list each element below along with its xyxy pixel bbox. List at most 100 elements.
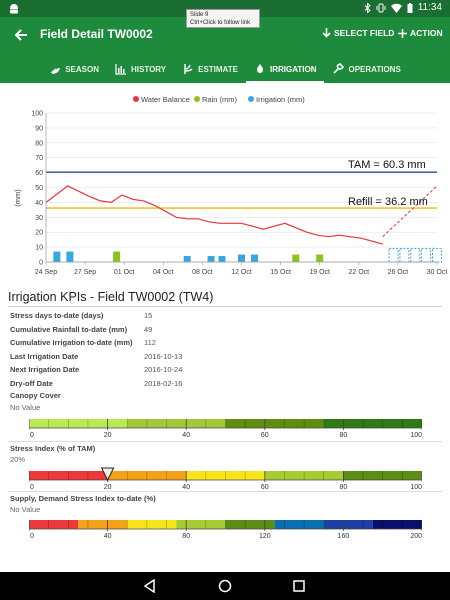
gauge-tick-label: 80: [340, 432, 348, 439]
kpi-value: 15: [144, 311, 153, 321]
kpi-label: Cumulative Irrigation to-date (mm): [10, 338, 133, 348]
android-icon: [10, 4, 18, 14]
legend-marker: [194, 96, 200, 102]
y-axis-label: (mm): [13, 189, 22, 207]
y-tick-label: 60: [35, 170, 43, 177]
divider: [8, 441, 442, 442]
kpi-value: 2016-10-13: [144, 351, 183, 361]
irrigation-bar: [238, 254, 245, 262]
x-tick-label: 12 Oct: [231, 269, 252, 276]
x-tick-label: 19 Oct: [309, 269, 330, 276]
water-balance-line: [45, 185, 383, 245]
vibrate-icon: [376, 3, 386, 12]
stress-index-label: Stress Index (% of TAM): [10, 444, 96, 453]
tab-operations-label: OPERATIONS: [348, 64, 401, 74]
chart-bars: [53, 248, 442, 263]
history-icon: [115, 64, 126, 75]
tab-operations[interactable]: OPERATIONS: [324, 55, 408, 83]
x-tick-label: 30 Oct: [427, 269, 448, 276]
x-tick-label: 08 Oct: [192, 269, 213, 276]
x-tick-label: 26 Oct: [388, 269, 409, 276]
supply-demand-value: No Value: [10, 505, 41, 514]
y-tick-label: 0: [39, 260, 43, 267]
tab-bar: SEASON HISTORY ESTIMATE IRRIGATION OPERA…: [0, 55, 450, 83]
stress-index-value: 20%: [10, 455, 26, 464]
forecast-irrigation-bar: [421, 248, 432, 263]
gauge-segment: [264, 471, 344, 480]
gauge-tick-label: 60: [261, 484, 269, 490]
kpi-label: Next Irrigation Date: [10, 365, 80, 375]
gauge-tick-label: 0: [30, 432, 34, 439]
gauge-tick-label: 40: [182, 484, 190, 490]
system-nav-bar: [0, 572, 450, 600]
kpi-value: 112: [144, 338, 156, 348]
tab-estimate[interactable]: ESTIMATE: [174, 55, 246, 83]
action-button[interactable]: ACTION: [398, 28, 443, 38]
x-tick-label: 24 Sep: [35, 269, 57, 276]
y-tick-label: 100: [31, 111, 43, 118]
tab-history[interactable]: HISTORY: [107, 55, 174, 83]
kpi-label: Dry-off Date: [10, 378, 53, 388]
rain-bar: [292, 254, 300, 262]
x-tick-label: 27 Sep: [74, 269, 96, 276]
divider: [8, 491, 442, 492]
irrigation-bar: [53, 251, 61, 262]
irrigation-bar: [251, 254, 259, 262]
gauge-segment: [127, 419, 226, 428]
kpi-label: Cumulative Rainfall to-date (mm): [10, 324, 128, 334]
tam-label: TAM = 60.3 mm: [348, 159, 426, 171]
kpi-title: Irrigation KPIs - Field TW0002 (TW4): [8, 290, 214, 304]
x-tick-label: 01 Oct: [114, 269, 135, 276]
gauge-tick-label: 60: [261, 432, 269, 439]
stress-index-gauge: 0 20 40 60 80 100: [29, 467, 422, 490]
y-tick-label: 90: [35, 125, 43, 132]
home-nav-icon[interactable]: [218, 579, 232, 593]
forecast-irrigation-bar: [410, 248, 421, 263]
gauge-tick-label: 20: [104, 484, 112, 490]
x-tick-label: 22 Oct: [348, 269, 369, 276]
select-field-label: SELECT FIELD: [334, 28, 395, 38]
gauge-tick-label: 80: [182, 533, 190, 540]
clock: 11:34: [417, 2, 442, 13]
page-title: Field Detail TW0002: [40, 27, 153, 41]
gauge-segment: [176, 520, 226, 529]
legend-marker: [248, 96, 254, 102]
canopy-cover-value: No Value: [10, 403, 41, 412]
plus-icon: [398, 28, 407, 38]
gauge-segment: [323, 419, 422, 428]
irrigation-icon: [256, 64, 263, 73]
back-nav-icon[interactable]: [143, 579, 157, 593]
forecast-irrigation-bar: [388, 248, 399, 263]
x-tick-label: 15 Oct: [270, 269, 291, 276]
slide-tooltip: Slide 9 Ctrl+Click to follow link: [186, 9, 260, 28]
gauge-segment: [323, 520, 373, 529]
gauge-segment: [372, 520, 422, 529]
kpi-row: Last Irrigation Date 2016-10-13: [10, 350, 182, 364]
recents-nav-icon[interactable]: [292, 579, 306, 593]
tab-irrigation-label: IRRIGATION: [269, 64, 317, 74]
gauge-segment: [29, 520, 79, 529]
irrigation-bar: [66, 251, 74, 262]
select-field-button[interactable]: SELECT FIELD: [322, 28, 394, 38]
tab-season[interactable]: SEASON: [41, 55, 107, 83]
gauge-tick-label: 40: [182, 432, 190, 439]
wifi-icon: [390, 3, 402, 13]
gauge-tick-label: 120: [259, 533, 271, 540]
gauge-tick-label: 160: [338, 533, 350, 540]
gauge-tick-label: 0: [30, 484, 34, 490]
gauge-tick-label: 200: [410, 533, 422, 540]
forecast-irrigation-bar: [399, 248, 410, 263]
chart-lines: [45, 171, 438, 245]
refill-label: Refill = 36.2 mm: [348, 196, 428, 208]
legend-label: Water Balance: [141, 95, 190, 104]
back-arrow-icon[interactable]: [12, 26, 30, 44]
water-balance-forecast-line: [382, 185, 438, 238]
y-tick-label: 50: [35, 185, 43, 192]
y-tick-label: 30: [35, 215, 43, 222]
tab-season-label: SEASON: [65, 64, 99, 74]
chart-axes: [45, 113, 437, 263]
tab-irrigation[interactable]: IRRIGATION: [245, 55, 325, 83]
gauge-segment: [127, 520, 177, 529]
rain-bar: [316, 254, 324, 262]
supply-demand-label: Supply, Demand Stress Index to-date (%): [10, 494, 156, 503]
